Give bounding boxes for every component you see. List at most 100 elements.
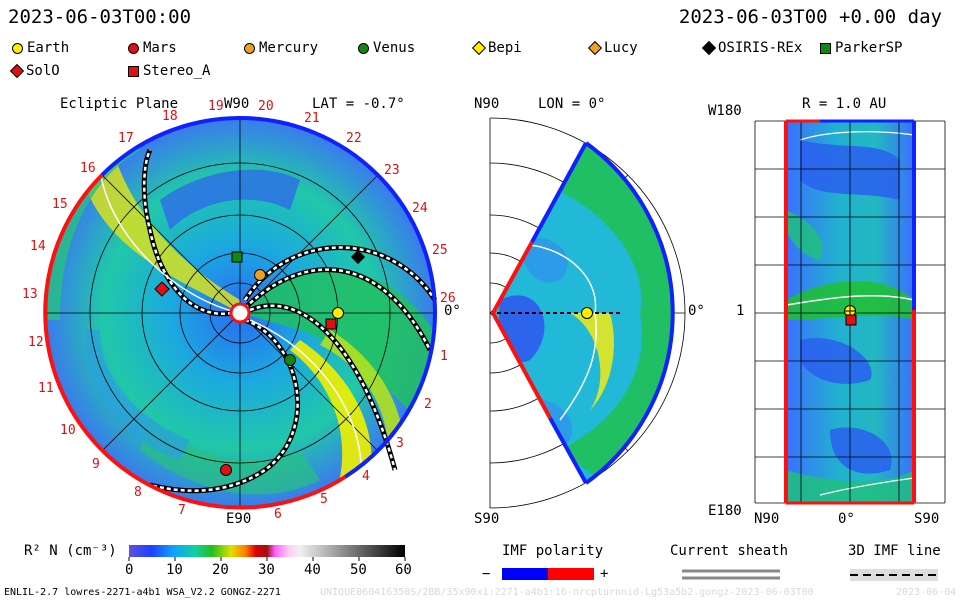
colorbar-title: R² N (cm⁻³) bbox=[24, 543, 117, 559]
meridional-edge-red-bottom bbox=[491, 312, 552, 419]
carrington-label: 13 bbox=[22, 287, 38, 302]
earth-marker-icon bbox=[12, 42, 23, 54]
legend-item-venus: Venus bbox=[358, 40, 415, 56]
legend-label: Stereo_A bbox=[143, 63, 211, 79]
legend-label: Mars bbox=[143, 40, 177, 56]
colorbar-tick: 30 bbox=[258, 562, 275, 578]
legend-label: ParkerSP bbox=[835, 40, 903, 56]
legend-label: Venus bbox=[373, 40, 416, 56]
carrington-label: 10 bbox=[60, 423, 76, 438]
carrington-label: 4 bbox=[362, 469, 370, 484]
carrington-label: 16 bbox=[80, 161, 96, 176]
carrington-label: 14 bbox=[30, 239, 46, 254]
legend-item-stereo-a: Stereo_A bbox=[128, 63, 210, 79]
imf-polarity-bar bbox=[502, 568, 594, 580]
imf-negative-swatch bbox=[502, 568, 548, 580]
ecliptic-boundary-blue-2 bbox=[100, 115, 241, 177]
venus-marker-icon bbox=[284, 354, 296, 366]
legend-item-lucy: Lucy bbox=[587, 40, 638, 56]
legend-label: Mercury bbox=[259, 40, 319, 56]
ecliptic-title: Ecliptic Plane bbox=[60, 96, 179, 112]
meridional-right-label: 0° bbox=[688, 303, 705, 319]
carrington-label: 22 bbox=[346, 131, 362, 146]
colorbar-tick: 50 bbox=[350, 562, 367, 578]
map-bottom-left-label: E180 bbox=[708, 503, 742, 519]
sun-icon bbox=[229, 302, 251, 324]
ecliptic-boundary-red bbox=[43, 173, 347, 510]
ecliptic-plane-plot bbox=[43, 115, 438, 510]
legend-label: Earth bbox=[27, 40, 70, 56]
map-left-label: 1 bbox=[736, 303, 745, 319]
stereo-a-marker-icon bbox=[845, 314, 857, 326]
carrington-label: 1 bbox=[440, 349, 448, 364]
colorbar-tick: 10 bbox=[166, 562, 183, 578]
colorbar bbox=[128, 545, 406, 561]
carrington-label: 11 bbox=[38, 381, 54, 396]
colorbar-gradient bbox=[129, 545, 405, 557]
carrington-label: 21 bbox=[304, 111, 320, 126]
colorbar-tick: 20 bbox=[212, 562, 229, 578]
stereo-a-marker-icon bbox=[325, 318, 337, 330]
legend-label: Lucy bbox=[604, 40, 638, 56]
mercury-marker-icon bbox=[244, 42, 255, 54]
carrington-label: 18 bbox=[162, 109, 178, 124]
solo-marker-icon bbox=[154, 281, 170, 297]
meridional-edge-red-top bbox=[491, 241, 534, 314]
legend-label: Bepi bbox=[488, 40, 522, 56]
osiris-rex-marker-icon bbox=[350, 249, 366, 265]
ecliptic-boundary-blue bbox=[239, 116, 438, 479]
colorbar-tick: 0 bbox=[125, 562, 134, 578]
map-x-label-n90: N90 bbox=[754, 511, 780, 527]
model-info: ENLIL-2.7 lowres-2271-a4b1 WSA_V2.2 GONG… bbox=[4, 587, 281, 598]
mars-marker-icon bbox=[220, 464, 232, 476]
colorbar-tick: 40 bbox=[304, 562, 321, 578]
legend-item-osiris: OSIRIS-REx bbox=[701, 40, 803, 56]
footer-date: 2023-06-04 bbox=[896, 587, 957, 598]
carrington-label: 19 bbox=[208, 99, 224, 114]
ecliptic-top-label: W90 bbox=[224, 96, 250, 112]
venus-marker-icon bbox=[358, 42, 369, 54]
parker-marker-icon bbox=[820, 42, 831, 54]
carrington-label: 25 bbox=[432, 243, 448, 258]
map-top-label: W180 bbox=[708, 103, 742, 119]
meridional-boundary-outer bbox=[584, 141, 675, 485]
carrington-label: 20 bbox=[258, 99, 274, 114]
current-sheath-title: Current sheath bbox=[670, 543, 789, 559]
lat-label: LAT = -0.7° bbox=[312, 96, 405, 112]
imf-minus-label: − bbox=[482, 566, 491, 582]
legend-label: OSIRIS-REx bbox=[718, 40, 803, 56]
run-watermark: UNIQUE060416350S/2BB/35x90x1:2271-a4b1:1… bbox=[320, 587, 814, 598]
carrington-label: 17 bbox=[118, 131, 134, 146]
datetime-right: 2023-06-03T00 +0.00 day bbox=[678, 6, 942, 28]
legend-item-earth: Earth bbox=[12, 40, 69, 56]
mercury-marker-icon bbox=[254, 269, 266, 281]
current-sheath-sample bbox=[682, 569, 780, 581]
carrington-label: 7 bbox=[178, 503, 186, 518]
earth-marker-icon bbox=[581, 307, 593, 319]
carrington-label: 26 bbox=[440, 291, 456, 306]
legend-label: SolO bbox=[26, 63, 60, 79]
carrington-label: 9 bbox=[92, 457, 100, 472]
map-x-label-s90: S90 bbox=[914, 511, 940, 527]
earth-marker-icon bbox=[332, 307, 344, 319]
carrington-label: 23 bbox=[384, 163, 400, 178]
parker-marker-icon bbox=[231, 251, 243, 263]
meridional-bottom-label: S90 bbox=[474, 511, 500, 527]
carrington-label: 12 bbox=[28, 335, 44, 350]
carrington-label: 15 bbox=[52, 197, 68, 212]
meridional-plane-plot bbox=[489, 117, 686, 509]
map-x-label-zero: 0° bbox=[838, 511, 855, 527]
stereo-a-marker-icon bbox=[128, 65, 139, 77]
meridional-edge-blue-top bbox=[530, 142, 588, 243]
radius-label: R = 1.0 AU bbox=[802, 96, 887, 112]
ecliptic-right-label: 0° bbox=[444, 303, 461, 319]
meridional-edge-blue-bottom bbox=[548, 417, 588, 484]
lon-label: LON = 0° bbox=[538, 96, 606, 112]
imf-line-sample bbox=[850, 569, 938, 581]
carrington-label: 24 bbox=[412, 201, 428, 216]
carrington-label: 3 bbox=[396, 436, 404, 451]
legend-item-solo: SolO bbox=[9, 63, 60, 79]
carrington-label: 5 bbox=[320, 492, 328, 507]
imf-plus-label: + bbox=[600, 566, 609, 582]
